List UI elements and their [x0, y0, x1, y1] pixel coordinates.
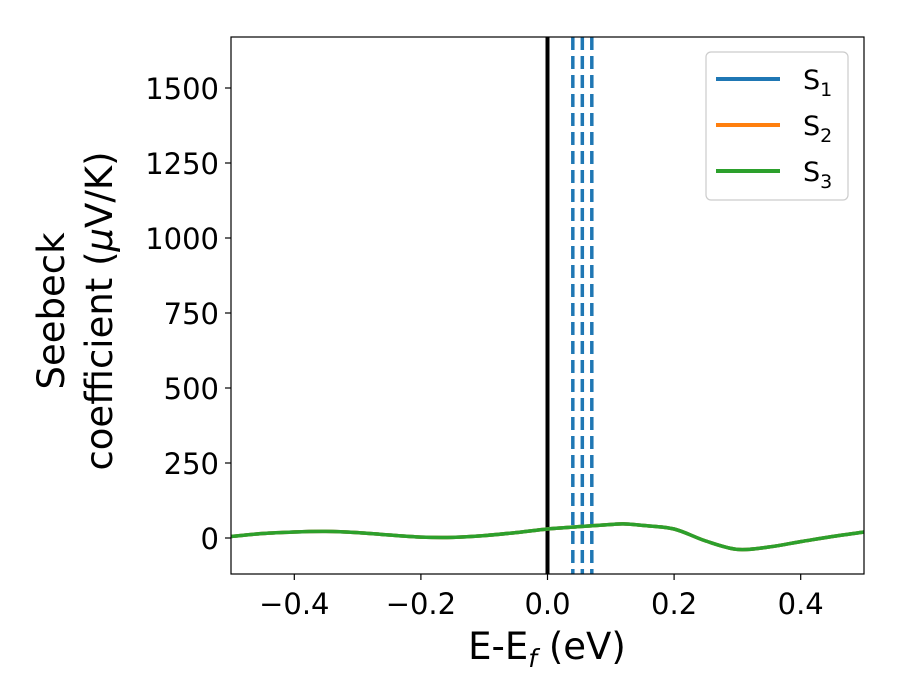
y-tick-label: 1000 [145, 222, 219, 256]
y-tick-label: 0 [201, 522, 219, 556]
x-tick-label: −0.2 [386, 587, 456, 621]
series-line-s3 [230, 522, 865, 552]
y-tick-label: 1500 [145, 72, 219, 106]
y-tick-label: 750 [164, 297, 219, 331]
legend: S1 S2 S3 [705, 51, 849, 201]
series-lines [230, 522, 865, 552]
y-tick-label: 250 [164, 447, 219, 481]
y-axis-ticks: 0 250 500 750 1000 1250 1500 [145, 72, 231, 556]
y-axis-title-line2: coefficient (μV/K) [78, 151, 121, 470]
vertical-reference-lines [545, 37, 594, 574]
x-tick-label: 0.4 [778, 587, 824, 621]
x-tick-label: 0.0 [524, 587, 570, 621]
y-axis-title-line1: Seebeck [30, 232, 73, 390]
x-axis-title: E-Ef (eV) [468, 625, 626, 673]
legend-label-s3: S3 [803, 157, 832, 193]
x-tick-label: 0.2 [651, 587, 697, 621]
y-axis-title: Seebeck coefficient (μV/K) [30, 151, 121, 470]
x-axis-ticks: −0.4 −0.2 0.0 0.2 0.4 [259, 574, 824, 621]
x-tick-label: −0.4 [259, 587, 329, 621]
legend-label-s1: S1 [803, 65, 832, 101]
y-tick-label: 1250 [145, 147, 219, 181]
legend-label-s2: S2 [803, 111, 832, 147]
y-tick-label: 500 [164, 372, 219, 406]
